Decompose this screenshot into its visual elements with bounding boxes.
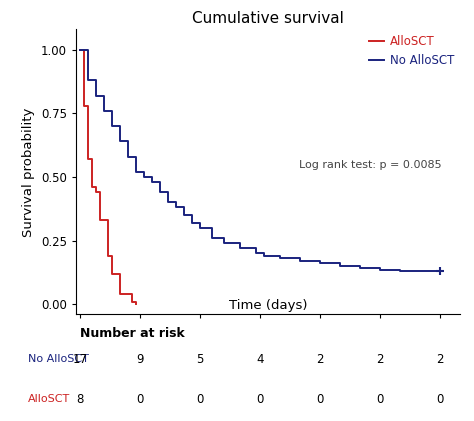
- Text: 0: 0: [376, 393, 383, 406]
- Text: 0: 0: [436, 393, 444, 406]
- Text: Number at risk: Number at risk: [80, 327, 184, 340]
- Text: 0: 0: [316, 393, 323, 406]
- Text: AlloSCT: AlloSCT: [28, 394, 70, 404]
- Text: 17: 17: [73, 353, 87, 366]
- Text: 9: 9: [136, 353, 144, 366]
- Y-axis label: Survival probability: Survival probability: [22, 107, 35, 237]
- Title: Cumulative survival: Cumulative survival: [192, 11, 344, 26]
- Text: 0: 0: [196, 393, 203, 406]
- Text: 2: 2: [436, 353, 444, 366]
- Text: 0: 0: [256, 393, 264, 406]
- Text: 4: 4: [256, 353, 264, 366]
- Text: 2: 2: [316, 353, 324, 366]
- Text: 2: 2: [376, 353, 383, 366]
- Text: Time (days): Time (days): [228, 299, 307, 312]
- Text: 0: 0: [136, 393, 144, 406]
- Text: Log rank test: p = 0.0085: Log rank test: p = 0.0085: [299, 160, 441, 171]
- Text: No AlloSCT: No AlloSCT: [28, 354, 89, 364]
- Text: 8: 8: [76, 393, 83, 406]
- Legend: AlloSCT, No AlloSCT: AlloSCT, No AlloSCT: [369, 35, 454, 67]
- Text: 5: 5: [196, 353, 203, 366]
